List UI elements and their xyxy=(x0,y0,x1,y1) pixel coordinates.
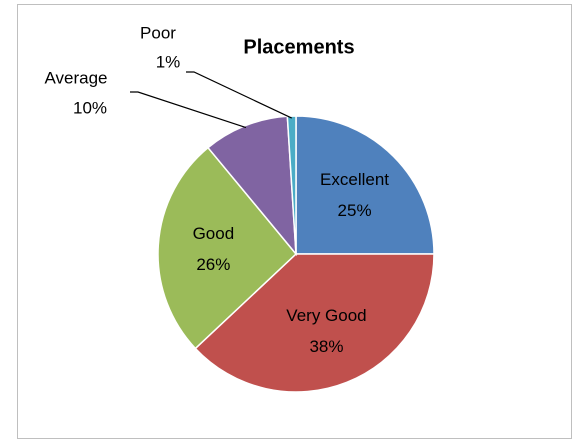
slice-label: Average xyxy=(44,68,108,88)
pie-slice xyxy=(295,115,435,255)
slice-label: Poor xyxy=(140,23,176,43)
leader-line xyxy=(130,91,247,129)
slice-label-group: Very Good 38% xyxy=(279,300,374,362)
slice-label-group: Excellent 25% xyxy=(307,164,402,226)
slice-label: Very Good xyxy=(286,305,367,325)
slice-value-label: 10% xyxy=(72,98,108,118)
slice-label: Good xyxy=(192,223,235,243)
pie-slice xyxy=(194,253,435,393)
pie-slice xyxy=(206,115,297,257)
slice-label: Excellent xyxy=(320,170,390,190)
pie-slice xyxy=(157,146,298,350)
leader-line xyxy=(186,71,292,119)
slice-value-label: 1% xyxy=(155,52,181,72)
slice-value-label: 26% xyxy=(196,254,231,274)
chart-title: Placements xyxy=(243,36,355,59)
slice-value-label: 38% xyxy=(309,336,344,356)
chart-frame xyxy=(17,4,572,439)
slice-label-group: Good 26% xyxy=(166,218,261,280)
slice-value-label: 25% xyxy=(337,201,372,221)
